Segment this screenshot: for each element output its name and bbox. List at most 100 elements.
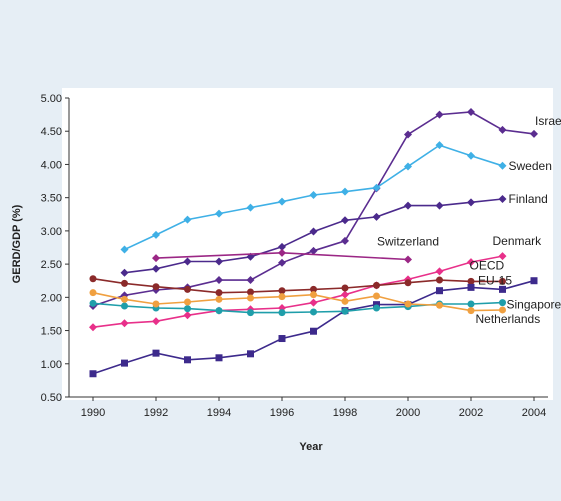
data-point xyxy=(121,295,128,303)
series-label-israel: Israel xyxy=(535,114,561,128)
data-point xyxy=(215,257,223,266)
data-point xyxy=(89,289,97,297)
data-point xyxy=(184,298,191,306)
data-point xyxy=(247,288,254,296)
data-point xyxy=(120,268,129,277)
data-point xyxy=(309,246,318,255)
data-point xyxy=(152,264,160,273)
data-point xyxy=(89,323,97,332)
series-oecd xyxy=(89,275,506,297)
series-finland xyxy=(120,194,507,277)
y-tick-label: 3.50 xyxy=(41,193,62,205)
data-point xyxy=(278,242,286,251)
data-point xyxy=(530,277,538,285)
data-point xyxy=(247,350,254,358)
data-point xyxy=(498,161,507,170)
data-point xyxy=(310,308,317,316)
x-tick-label: 1990 xyxy=(81,407,105,419)
data-point xyxy=(278,287,286,295)
data-point xyxy=(278,335,286,343)
x-axis-title: Year xyxy=(299,441,323,453)
data-point xyxy=(404,201,412,210)
series-label-finland: Finland xyxy=(509,192,548,206)
data-point xyxy=(435,110,444,119)
data-point xyxy=(184,356,191,364)
data-point xyxy=(341,284,349,292)
x-tick-label: 1994 xyxy=(207,407,231,419)
axes-layer: 0.50 1.00 1.50 2.00 2.50 3.00 3.50 4.00 4.50 5.00… xyxy=(41,93,548,419)
data-point xyxy=(183,257,192,266)
y-tick-label: 0.50 xyxy=(41,392,62,404)
data-point xyxy=(247,309,254,317)
data-point xyxy=(467,151,475,160)
data-point xyxy=(215,209,223,218)
data-point xyxy=(436,287,443,295)
x-tick-label: 2002 xyxy=(459,407,483,419)
data-point xyxy=(215,307,223,315)
data-point xyxy=(435,141,444,150)
x-tick-label: 2000 xyxy=(396,407,420,419)
data-point xyxy=(341,216,349,225)
series-line-oecd xyxy=(92,277,503,294)
data-point xyxy=(309,298,318,307)
data-point xyxy=(278,309,286,317)
x-tick-label: 2004 xyxy=(522,407,546,419)
data-point xyxy=(309,227,318,236)
y-tick-label: 4.50 xyxy=(41,126,62,138)
series-layer xyxy=(89,107,538,378)
data-point xyxy=(310,285,317,293)
series-eu-15 xyxy=(89,277,538,378)
x-tick-label: 1998 xyxy=(333,407,357,419)
data-point xyxy=(183,311,192,320)
data-point xyxy=(341,236,349,245)
data-point xyxy=(215,276,223,285)
data-point xyxy=(120,245,129,254)
data-point xyxy=(278,293,286,301)
data-point xyxy=(467,107,475,116)
y-tick-label: 3.00 xyxy=(41,226,62,238)
data-point xyxy=(184,305,191,313)
series-label-sweden: Sweden xyxy=(509,159,552,173)
series-label-denmark: Denmark xyxy=(493,234,543,248)
data-point xyxy=(373,281,380,289)
data-point xyxy=(467,258,475,267)
data-point xyxy=(120,319,129,328)
data-point xyxy=(215,289,223,297)
y-axis-title: GERD/GDP (%) xyxy=(11,204,23,283)
series-sweden xyxy=(120,141,507,254)
series-netherlands xyxy=(89,289,506,315)
data-point xyxy=(530,129,538,138)
data-point xyxy=(152,283,160,291)
data-point xyxy=(310,291,317,299)
y-tick-label: 5.00 xyxy=(41,93,62,105)
data-point xyxy=(404,255,412,264)
data-point xyxy=(152,254,160,263)
series-label-oecd: OECD xyxy=(470,258,505,272)
plot-area xyxy=(62,88,553,400)
data-point xyxy=(467,283,475,291)
data-point xyxy=(404,300,412,308)
data-point xyxy=(435,267,444,276)
data-point xyxy=(436,276,443,284)
data-point xyxy=(152,317,160,326)
data-point xyxy=(467,307,475,315)
data-point xyxy=(246,203,255,212)
series-line-netherlands xyxy=(92,291,503,312)
data-point xyxy=(404,130,412,139)
data-point xyxy=(121,279,128,287)
data-point xyxy=(278,197,286,206)
data-point xyxy=(498,194,507,203)
data-point xyxy=(436,301,443,309)
data-point xyxy=(341,307,349,315)
y-tick-label: 2.00 xyxy=(41,292,62,304)
data-point xyxy=(121,359,128,367)
y-tick-label: 1.00 xyxy=(41,359,62,371)
data-point xyxy=(372,183,381,192)
data-point xyxy=(341,290,349,299)
data-point xyxy=(499,299,506,307)
series-label-singapore: Singapore xyxy=(507,298,561,312)
y-tick-label: 1.50 xyxy=(41,326,62,338)
series-label-eu-15: EU-15 xyxy=(478,274,512,288)
data-point xyxy=(499,285,506,293)
